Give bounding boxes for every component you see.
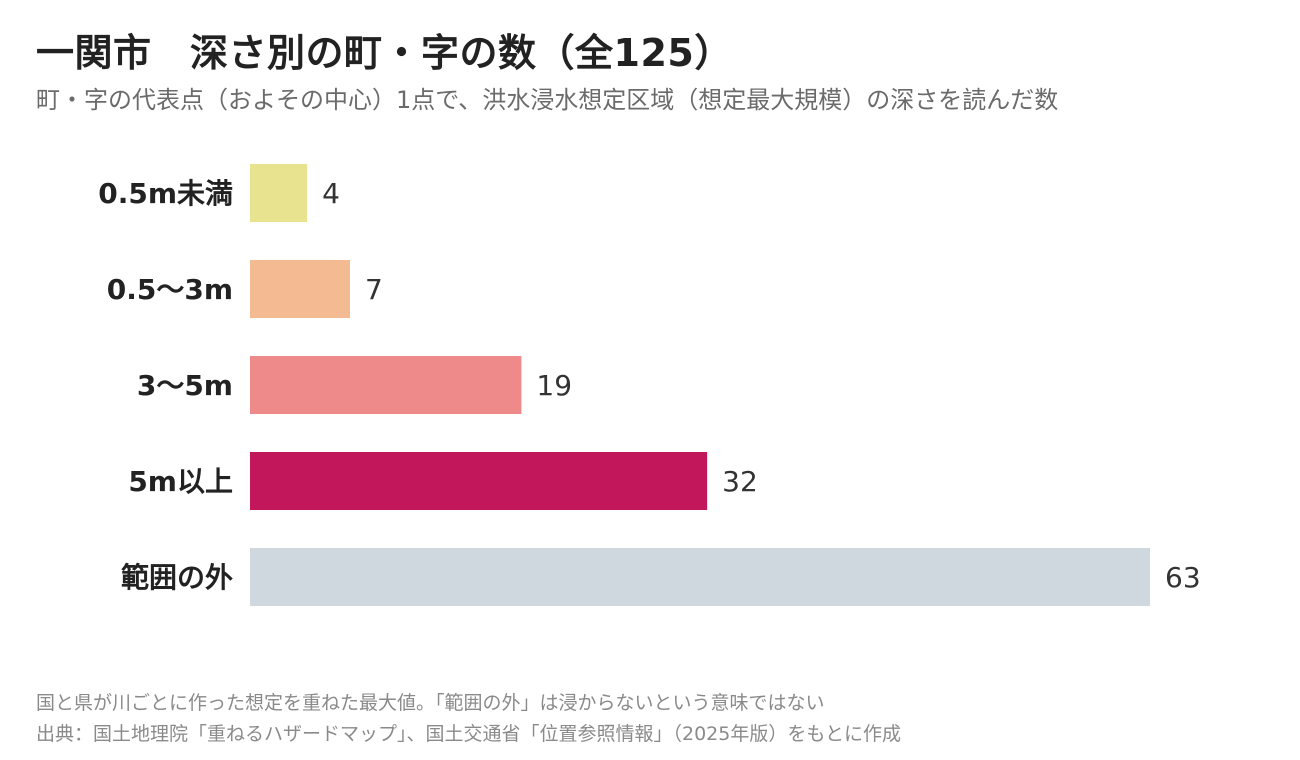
bar — [250, 356, 522, 414]
category-label: 0.5〜3m — [107, 273, 233, 306]
source-note: 出典：国土地理院「重ねるハザードマップ」、国土交通省「位置参照情報」（2025年… — [36, 723, 901, 745]
value-label: 63 — [1165, 561, 1201, 594]
bar-chart: 0.5m未満 4 0.5〜3m 7 3〜5m 19 5m以上 32 範囲の外 63 — [98, 164, 1201, 606]
value-label: 7 — [365, 273, 383, 306]
value-label: 19 — [536, 369, 572, 402]
chart-title: 一関市 深さ別の町・字の数（全125） — [36, 31, 733, 75]
category-label: 範囲の外 — [121, 561, 233, 594]
value-label: 4 — [322, 177, 340, 210]
value-label: 32 — [722, 465, 758, 498]
bar — [250, 260, 350, 318]
chart-subtitle: 町・字の代表点（およその中心）1点で、洪水浸水想定区域（想定最大規模）の深さを読… — [36, 86, 1059, 114]
bar — [250, 548, 1150, 606]
category-label: 5m以上 — [128, 465, 233, 498]
bar — [250, 452, 708, 510]
footnote: 国と県が川ごとに作った想定を重ねた最大値。「範囲の外」は浸からないという意味では… — [36, 692, 825, 714]
bar — [250, 164, 308, 222]
category-label: 3〜5m — [137, 369, 233, 402]
category-label: 0.5m未満 — [98, 177, 233, 210]
